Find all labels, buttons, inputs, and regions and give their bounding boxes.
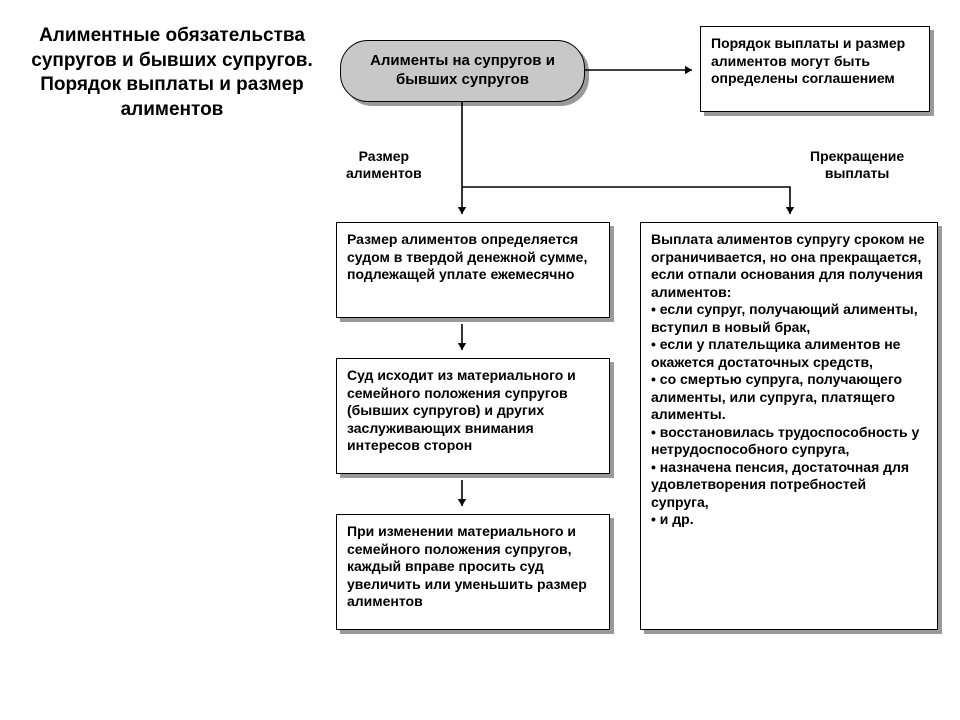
edge-label-size: Размералиментов (346, 148, 422, 182)
diagram-title: Алиментные обязательства супругов и бывш… (22, 24, 322, 123)
node-size-3: При изменении материального и семейного … (336, 514, 610, 630)
node-size-1: Размер алиментов определяется судом в тв… (336, 222, 610, 318)
flowchart-canvas: Алиментные обязательства супругов и бывш… (0, 0, 960, 720)
node-termination: Выплата алиментов супругу сроком не огра… (640, 222, 938, 630)
edge-label-termination: Прекращениевыплаты (810, 148, 904, 182)
node-size-2: Суд исходит из материального и семейного… (336, 358, 610, 474)
node-agreement: Порядок выплаты и размер алиментов могут… (700, 26, 930, 112)
node-root: Алименты на супругов и бывших супругов (340, 40, 585, 102)
